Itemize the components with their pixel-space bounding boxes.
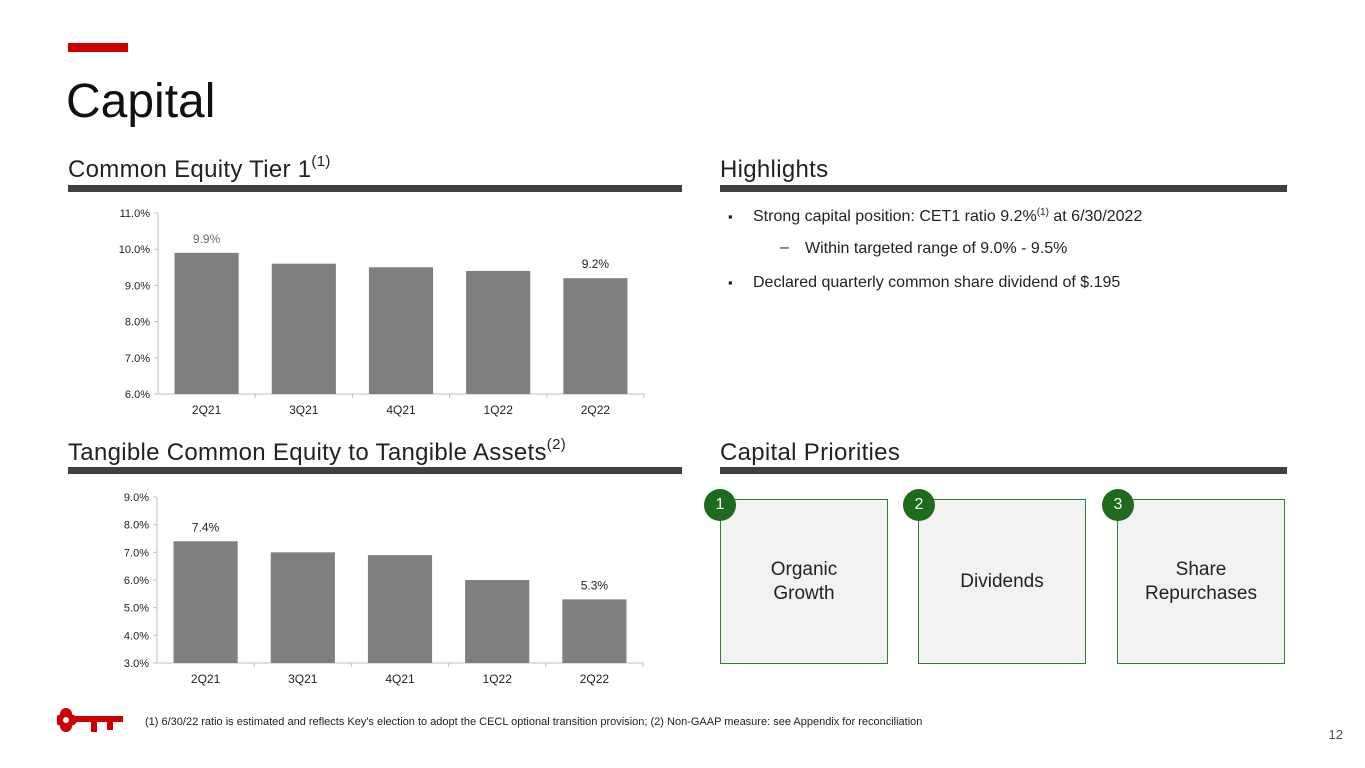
x-tick-label: 2Q22 [580, 672, 610, 686]
y-tick-label: 3.0% [124, 658, 149, 670]
bar-2q22 [563, 278, 628, 394]
x-tick-label: 4Q21 [385, 672, 415, 686]
y-tick-label: 5.0% [124, 603, 149, 615]
x-tick-label: 3Q21 [289, 403, 319, 417]
y-tick-label: 6.0% [125, 389, 150, 401]
x-tick-label: 3Q21 [288, 672, 318, 686]
highlights-list: Strong capital position: CET1 ratio 9.2%… [728, 205, 1288, 295]
y-tick-label: 8.0% [125, 317, 150, 329]
priority-label: Share Repurchases [1145, 558, 1257, 604]
bar-2q21 [173, 541, 238, 663]
bar-data-label: 5.3% [581, 578, 609, 592]
priority-number-badge: 1 [704, 489, 736, 521]
priority-label: Organic Growth [770, 558, 838, 604]
bar-3q21 [271, 263, 336, 394]
tce-rule [68, 467, 682, 474]
bar-2q22 [562, 599, 627, 663]
priorities-rule [720, 467, 1287, 474]
x-tick-label: 2Q21 [191, 672, 221, 686]
y-tick-label: 7.0% [125, 353, 150, 365]
priority-box-dividends: Dividends [918, 499, 1086, 664]
bar-2q21 [174, 252, 239, 394]
bar-1q22 [466, 270, 531, 394]
highlight-bullet-capital: Strong capital position: CET1 ratio 9.2%… [728, 205, 1288, 229]
x-tick-label: 4Q21 [386, 403, 416, 417]
y-tick-label: 7.0% [124, 547, 149, 559]
bar-3q21 [270, 552, 335, 663]
x-tick-label: 1Q22 [483, 672, 513, 686]
tce-heading: Tangible Common Equity to Tangible Asset… [68, 436, 567, 468]
x-tick-label: 2Q21 [192, 403, 222, 417]
cet1-rule [68, 185, 682, 192]
bar-4q21 [367, 555, 433, 663]
y-tick-label: 8.0% [124, 520, 149, 532]
x-tick-label: 2Q22 [581, 403, 611, 417]
highlights-rule [720, 185, 1287, 192]
priorities-heading: Capital Priorities [720, 439, 901, 466]
tce-heading-text: Tangible Common Equity to Tangible Asset… [68, 439, 547, 466]
y-tick-label: 9.0% [125, 280, 150, 292]
cet1-heading-sup: (1) [311, 153, 331, 170]
priority-label: Dividends [960, 570, 1044, 592]
cet1-heading: Common Equity Tier 1(1) [68, 153, 331, 185]
y-tick-label: 10.0% [119, 244, 150, 256]
highlight-sub-bullet-range: Within targeted range of 9.0% - 9.5% [728, 236, 1288, 261]
page-title: Capital [66, 75, 216, 128]
priority-box-share-repurchases: Share Repurchases [1117, 499, 1285, 664]
bar-1q22 [465, 580, 530, 663]
priority-number-badge: 3 [1102, 489, 1134, 521]
highlights-heading: Highlights [720, 156, 829, 183]
page-number: 12 [1328, 727, 1343, 742]
y-tick-label: 11.0% [120, 208, 151, 220]
key-logo-icon [57, 708, 123, 732]
highlight-bullet-dividend: Declared quarterly common share dividend… [728, 271, 1288, 295]
bar-4q21 [368, 267, 434, 394]
bar-data-label: 7.4% [192, 520, 220, 534]
title-accent-bar [68, 43, 128, 52]
priority-number-badge: 2 [903, 489, 935, 521]
bar-data-label: 9.9% [193, 232, 221, 246]
cet1-heading-text: Common Equity Tier 1 [68, 156, 312, 183]
priority-box-organic-growth: Organic Growth [720, 499, 888, 664]
x-tick-label: 1Q22 [484, 403, 514, 417]
highlight-bullet-capital-sup: (1) [1036, 207, 1049, 218]
y-tick-label: 4.0% [124, 630, 149, 642]
bar-data-label: 9.2% [582, 257, 610, 271]
y-tick-label: 6.0% [124, 575, 149, 587]
footnote: (1) 6/30/22 ratio is estimated and refle… [145, 716, 923, 728]
y-tick-label: 9.0% [124, 492, 149, 504]
tce-heading-sup: (2) [546, 436, 567, 453]
highlight-bullet-capital-tail: at 6/30/2022 [1048, 208, 1143, 225]
highlight-bullet-capital-text: Strong capital position: CET1 ratio 9.2% [753, 208, 1037, 225]
